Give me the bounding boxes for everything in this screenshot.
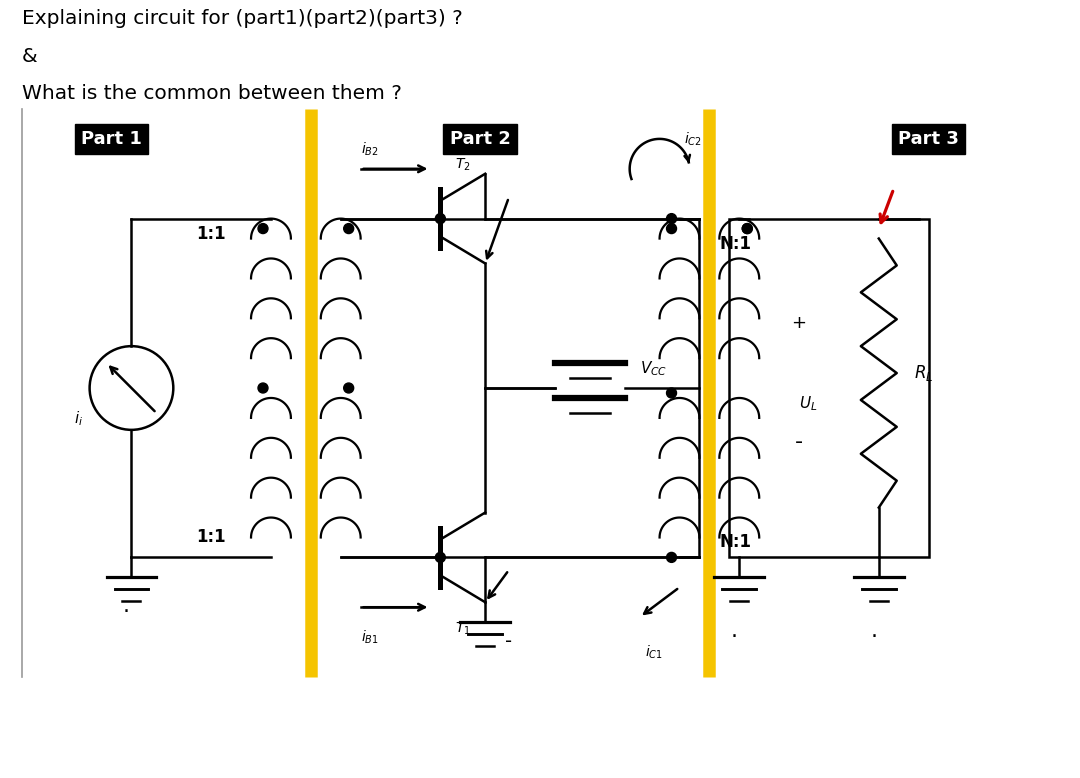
Text: $i_{B2}$: $i_{B2}$ <box>361 141 378 158</box>
Circle shape <box>666 214 676 223</box>
Text: +: + <box>792 314 807 332</box>
Text: What is the common between them ?: What is the common between them ? <box>22 84 402 103</box>
Text: .: . <box>870 621 877 641</box>
Text: Part 2: Part 2 <box>449 130 511 148</box>
Text: $i_{B1}$: $i_{B1}$ <box>361 629 378 647</box>
Text: Explaining circuit for (part1)(part2)(part3) ?: Explaining circuit for (part1)(part2)(pa… <box>22 9 462 28</box>
Text: $T_1$: $T_1$ <box>456 620 471 636</box>
Text: -: - <box>505 632 512 651</box>
Text: 1:1: 1:1 <box>197 528 226 546</box>
Text: $i_i$: $i_i$ <box>75 409 83 428</box>
Text: -: - <box>795 432 804 452</box>
Circle shape <box>435 214 445 223</box>
Text: $T_2$: $T_2$ <box>456 157 471 173</box>
Text: $i_{C1}$: $i_{C1}$ <box>645 644 662 661</box>
Circle shape <box>742 223 753 233</box>
Circle shape <box>343 223 353 233</box>
Text: Part 1: Part 1 <box>81 130 141 148</box>
Circle shape <box>666 223 676 233</box>
Circle shape <box>258 223 268 233</box>
Circle shape <box>258 383 268 393</box>
Text: N:1: N:1 <box>719 534 752 552</box>
Circle shape <box>666 388 676 398</box>
Text: $i_{C2}$: $i_{C2}$ <box>685 131 702 149</box>
Text: N:1: N:1 <box>719 234 752 253</box>
Text: $R_L$: $R_L$ <box>914 363 933 383</box>
Circle shape <box>666 552 676 562</box>
Text: $U_L$: $U_L$ <box>799 394 818 412</box>
Text: 1:1: 1:1 <box>197 225 226 243</box>
Circle shape <box>343 383 353 393</box>
Circle shape <box>435 552 445 562</box>
Text: .: . <box>123 596 130 616</box>
Circle shape <box>742 223 753 233</box>
Text: .: . <box>731 621 738 641</box>
Text: $V_{CC}$: $V_{CC}$ <box>639 359 667 378</box>
Text: &: & <box>22 47 38 66</box>
Text: Part 3: Part 3 <box>899 130 959 148</box>
